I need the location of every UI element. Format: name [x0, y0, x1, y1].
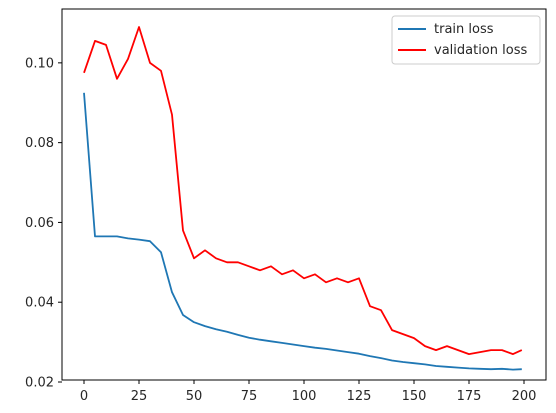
x-tick-label: 0: [80, 389, 88, 404]
x-tick-label: 75: [241, 389, 258, 404]
x-tick-label: 100: [292, 389, 317, 404]
x-tick-label: 150: [402, 389, 427, 404]
y-axis: 0.02 0.04 0.06 0.08 0.10: [25, 56, 62, 390]
x-tick-label: 50: [186, 389, 203, 404]
y-tick-label: 0.04: [25, 296, 54, 311]
legend: train loss validation loss: [391, 15, 541, 65]
legend-box: [391, 15, 541, 65]
y-tick-label: 0.02: [25, 375, 54, 390]
x-tick-label: 200: [512, 389, 537, 404]
legend-label-validation-loss: validation loss: [434, 43, 527, 58]
plot-lines: [83, 26, 523, 371]
x-tick-label: 125: [347, 389, 372, 404]
x-axis: 0 25 50 75 100 125 150 175 200: [80, 380, 537, 404]
plot-area-frame: [61, 8, 547, 381]
y-tick-label: 0.10: [25, 56, 54, 71]
series-line-validation-loss: [83, 26, 523, 356]
series-line-train-loss: [83, 92, 522, 371]
x-tick-label: 25: [131, 389, 148, 404]
y-tick-label: 0.08: [25, 136, 54, 151]
x-tick-label: 175: [457, 389, 482, 404]
legend-label-train-loss: train loss: [434, 22, 494, 37]
y-tick-label: 0.06: [25, 216, 54, 231]
